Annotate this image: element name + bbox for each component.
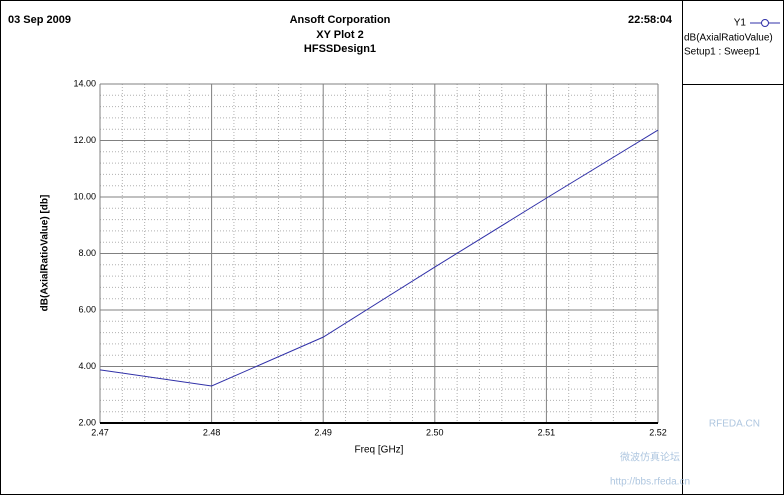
legend-entry: dB(AxialRatioValue) xyxy=(684,33,773,44)
x-tick-label: 2.51 xyxy=(538,427,556,437)
watermark: RFEDA.CN xyxy=(709,419,760,430)
y-tick-label: 12.00 xyxy=(73,135,96,145)
y-tick-label: 10.00 xyxy=(73,191,96,201)
y-tick-label: 6.00 xyxy=(78,304,96,314)
company: Ansoft Corporation xyxy=(290,14,391,26)
data-line xyxy=(99,129,659,387)
legend-setup: Setup1 : Sweep1 xyxy=(684,47,761,58)
x-axis-label: Freq [GHz] xyxy=(355,445,404,456)
x-tick-label: 2.48 xyxy=(203,427,221,437)
chart-subtitle: HFSSDesign1 xyxy=(304,43,376,55)
chart-title: XY Plot 2 xyxy=(316,29,363,41)
x-tick-label: 2.49 xyxy=(314,427,332,437)
legend-marker xyxy=(761,19,769,27)
y-axis-label: dB(AxialRatioValue) [db] xyxy=(40,195,51,312)
x-tick-label: 2.47 xyxy=(91,427,109,437)
x-tick-label: 2.50 xyxy=(426,427,444,437)
date: 03 Sep 2009 xyxy=(8,14,71,26)
y-tick-label: 2.00 xyxy=(78,417,96,427)
legend-key: Y1 xyxy=(734,18,747,29)
y-tick-label: 14.00 xyxy=(73,78,96,88)
y-tick-label: 8.00 xyxy=(78,248,96,258)
x-tick-label: 2.52 xyxy=(649,427,667,437)
watermark: http://bbs.rfeda.cn xyxy=(610,477,690,488)
y-tick-label: 4.00 xyxy=(78,361,96,371)
watermark: 微波仿真论坛 xyxy=(620,451,680,464)
time: 22:58:04 xyxy=(628,14,673,26)
